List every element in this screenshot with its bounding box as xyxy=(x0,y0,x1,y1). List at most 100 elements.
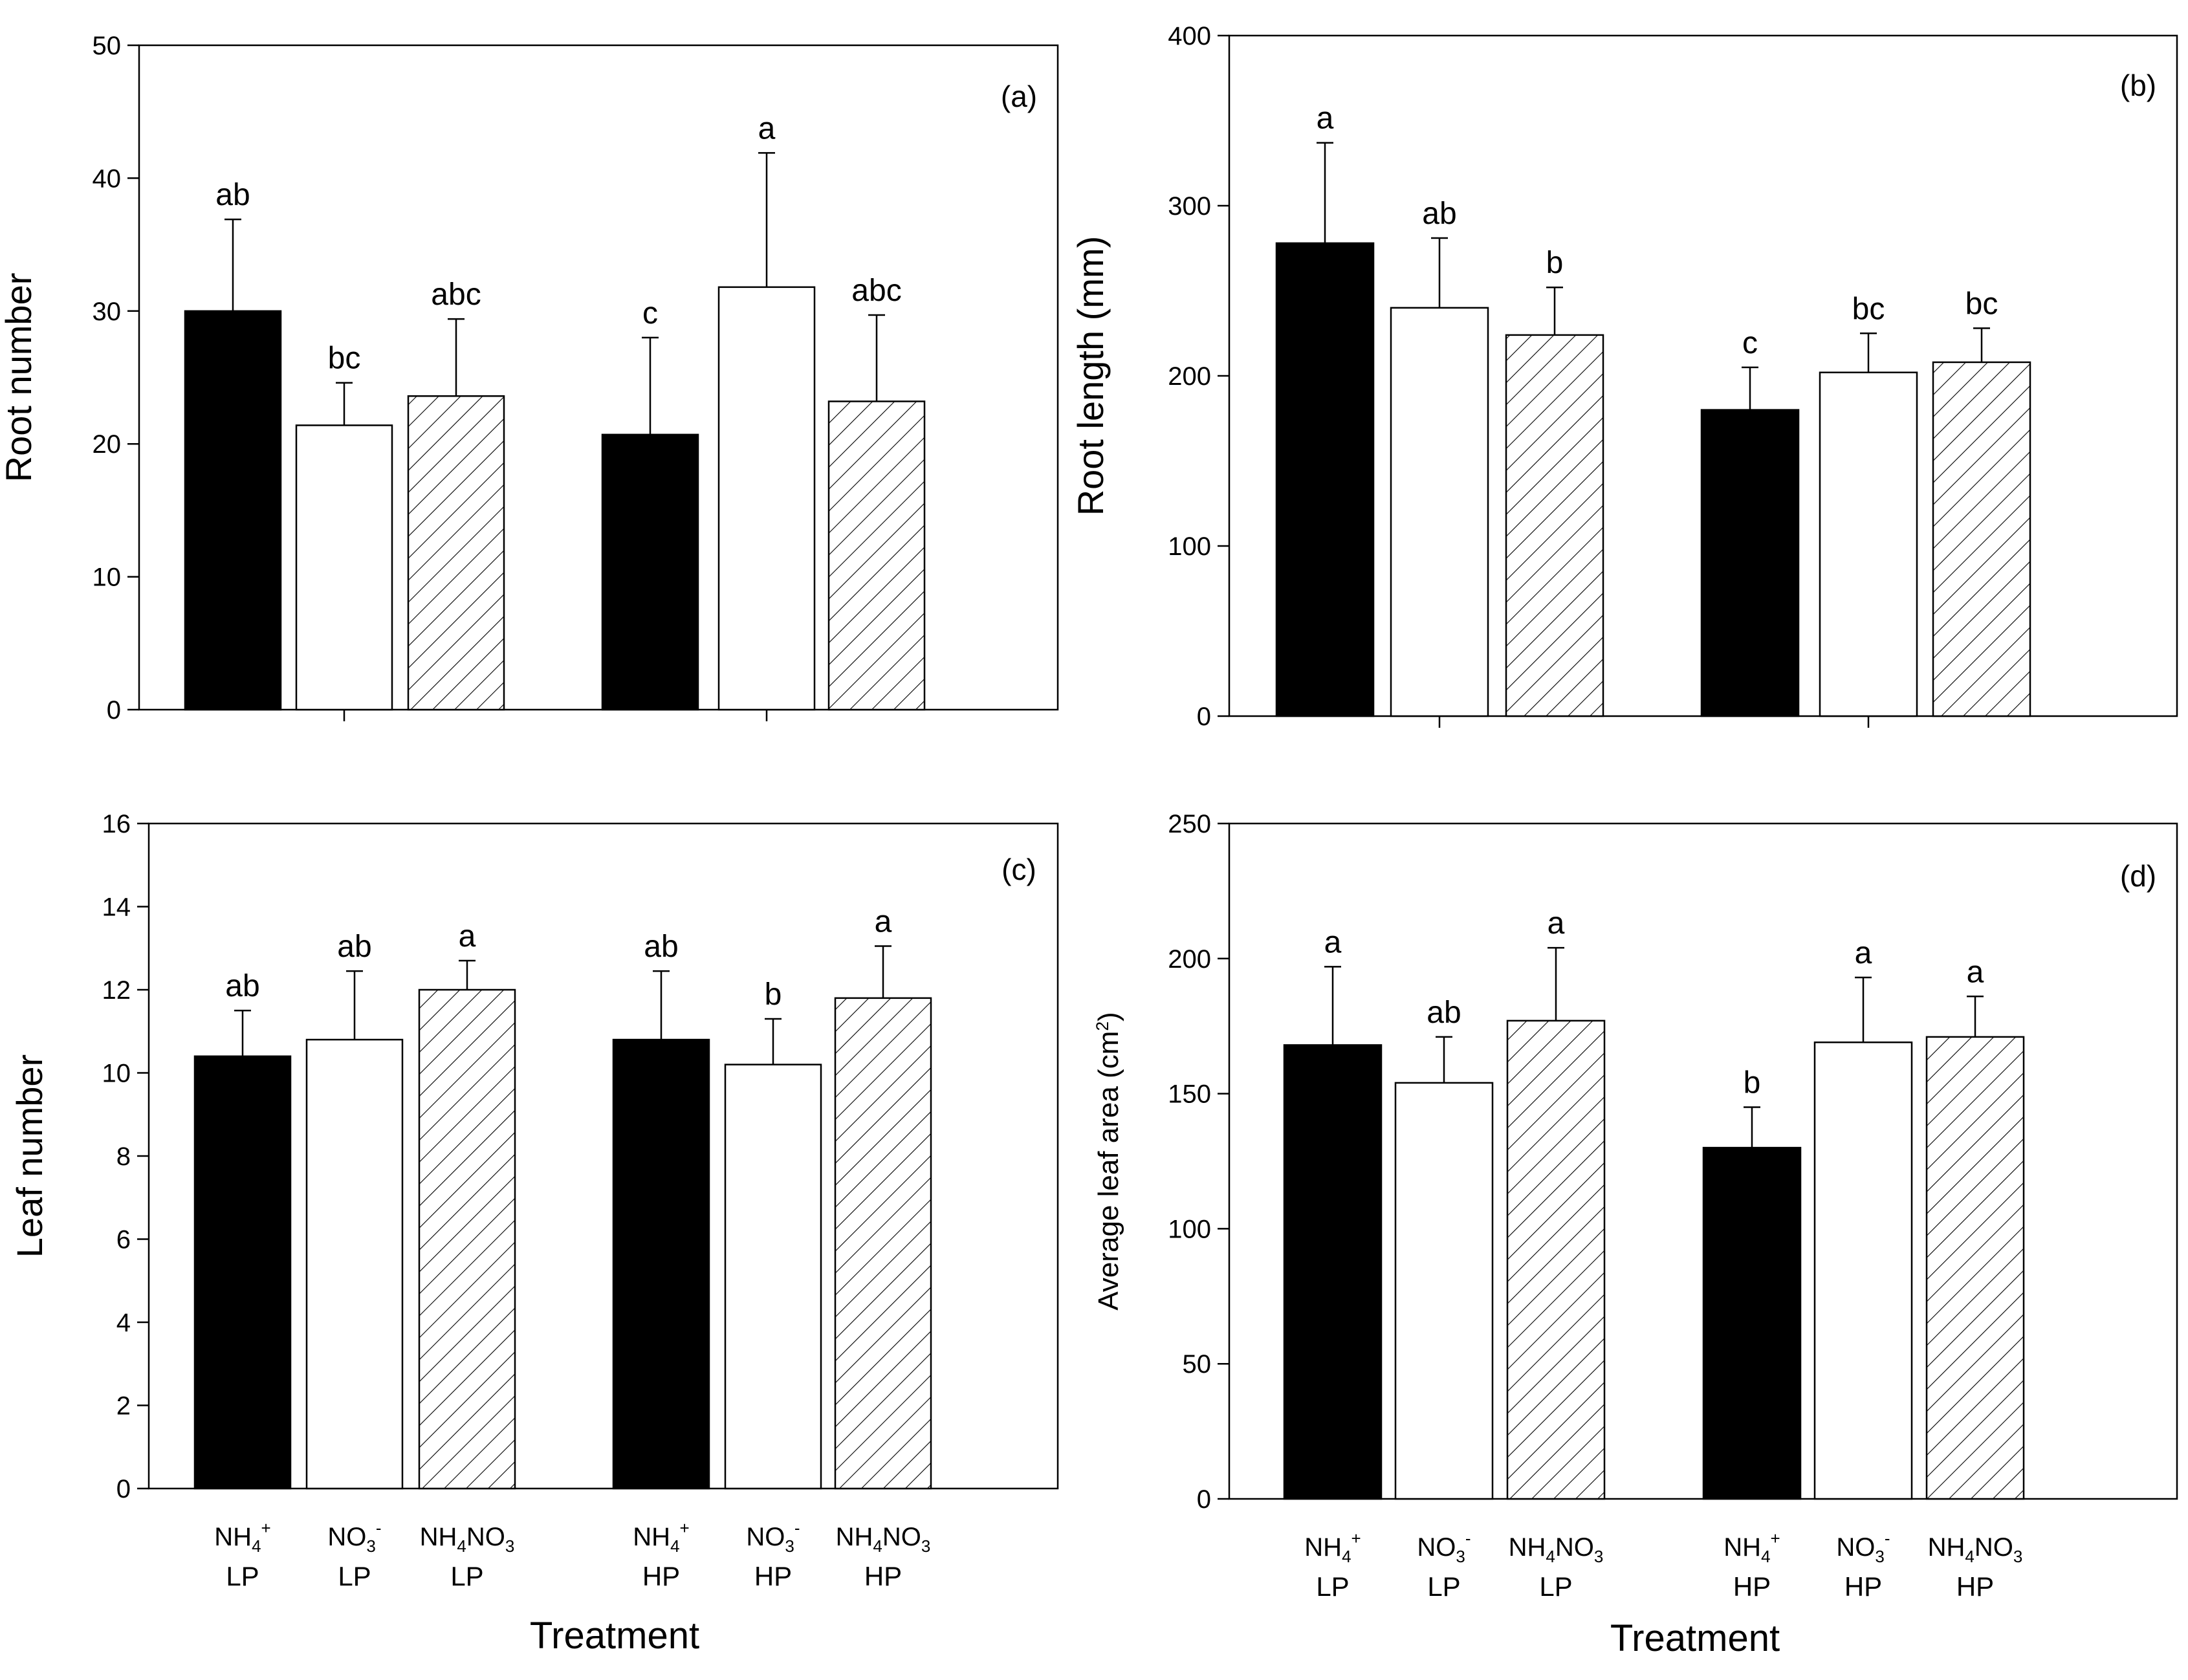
y-tick-label: 14 xyxy=(102,893,131,922)
y-axis-label: Root length (mm) xyxy=(1070,236,1111,516)
bar xyxy=(601,433,699,711)
bar xyxy=(717,286,816,711)
y-tick-label: 30 xyxy=(93,298,122,326)
y-tick-label: 40 xyxy=(93,164,122,193)
panel-tag: (c) xyxy=(1001,853,1036,886)
x-category-sublabel: HP xyxy=(1844,1571,1882,1602)
x-category-label: NH4+ xyxy=(214,1518,270,1556)
x-axis-label-right: Treatment xyxy=(1610,1617,1780,1659)
y-tick-label: 10 xyxy=(102,1060,131,1088)
bar xyxy=(1819,371,1918,717)
y-tick-label: 8 xyxy=(116,1142,131,1171)
significance-letter: b xyxy=(765,977,782,1012)
y-tick-label: 4 xyxy=(116,1309,131,1337)
x-category-label: NO3- xyxy=(1836,1529,1890,1566)
bar xyxy=(1505,334,1604,717)
bar xyxy=(1390,307,1489,717)
x-category-label: NH4+ xyxy=(633,1518,689,1556)
x-category-sublabel: LP xyxy=(1427,1571,1460,1602)
x-category-sublabel: LP xyxy=(226,1561,259,1591)
y-axis-label: Root number xyxy=(0,273,39,483)
panel-tag: (b) xyxy=(2120,69,2156,102)
significance-letter: a xyxy=(1324,925,1342,959)
y-tick-label: 100 xyxy=(1168,532,1211,561)
y-tick-label: 6 xyxy=(116,1226,131,1254)
x-category-sublabel: LP xyxy=(1316,1571,1349,1602)
panel-c: 0 2 4 6 8 10 12 14 16 Leaf number (c) ab ab a ab b a NH4+… xyxy=(9,810,1059,1591)
bar xyxy=(1275,242,1375,717)
y-tick-label: 10 xyxy=(93,563,122,592)
x-category-label: NO3- xyxy=(746,1518,800,1556)
y-tick-label: 12 xyxy=(102,976,131,1005)
significance-letter: c xyxy=(642,296,658,331)
x-category-label: NH4NO3 xyxy=(1509,1533,1604,1566)
y-tick-label: 400 xyxy=(1168,22,1211,50)
x-category-label: NH4+ xyxy=(1723,1529,1780,1566)
significance-letter: a xyxy=(875,905,892,939)
significance-letter: a xyxy=(1317,102,1334,136)
significance-letter: a xyxy=(1548,906,1565,941)
y-axis-label: Average leaf area (cm2) xyxy=(1093,1012,1124,1310)
significance-letter: a xyxy=(1855,936,1872,970)
y-axis-label: Leaf number xyxy=(9,1054,50,1258)
bar xyxy=(1700,409,1800,717)
y-tick-label: 0 xyxy=(1197,703,1211,731)
bar xyxy=(1702,1146,1802,1500)
y-tick-label: 20 xyxy=(93,430,122,459)
significance-letter: ab xyxy=(1427,996,1461,1030)
x-axis-label-left: Treatment xyxy=(530,1615,699,1657)
bar xyxy=(184,310,282,711)
panel-tag: (d) xyxy=(2120,859,2156,893)
bar xyxy=(834,997,932,1490)
significance-letter: bc xyxy=(1965,287,1998,321)
significance-letter: a xyxy=(459,919,476,954)
significance-letter: abc xyxy=(851,274,901,308)
y-tick-label: 200 xyxy=(1168,945,1211,974)
plot-frame xyxy=(138,44,1059,711)
x-category-sublabel: HP xyxy=(1733,1571,1771,1602)
panel-a: 0 10 20 30 40 50 Root number (a) ab bc abc c a abc xyxy=(0,32,1059,725)
y-tick-label: 0 xyxy=(107,696,121,725)
bar xyxy=(1932,361,2031,717)
bar xyxy=(1506,1020,1606,1500)
significance-letter: abc xyxy=(431,278,481,312)
bar xyxy=(295,424,393,711)
x-category-sublabel: LP xyxy=(1539,1571,1572,1602)
bar xyxy=(305,1038,404,1490)
bar xyxy=(1925,1036,2025,1500)
bar xyxy=(1283,1044,1383,1500)
panel-tag: (a) xyxy=(1001,80,1037,113)
bar xyxy=(1394,1082,1494,1500)
y-tick-label: 0 xyxy=(1197,1485,1211,1514)
x-category-sublabel: HP xyxy=(754,1561,792,1591)
x-category-sublabel: HP xyxy=(864,1561,902,1591)
x-category-label: NH4NO3 xyxy=(1928,1533,2023,1566)
significance-letter: c xyxy=(1742,326,1758,360)
significance-letter: ab xyxy=(337,930,371,964)
x-category-sublabel: LP xyxy=(450,1561,483,1591)
x-category-label: NO3- xyxy=(1417,1529,1471,1566)
x-category-sublabel: LP xyxy=(338,1561,371,1591)
y-tick-label: 50 xyxy=(93,32,122,60)
x-category-sublabel: HP xyxy=(1956,1571,1994,1602)
y-tick-label: 16 xyxy=(102,810,131,838)
significance-letter: b xyxy=(1546,246,1564,280)
x-category-label: NO3- xyxy=(327,1518,381,1556)
significance-letter: a xyxy=(1967,955,1984,989)
panel-d: 0 50 100 150 200 250 Average leaf area (cm2) (d… xyxy=(1093,810,2178,1602)
y-tick-label: 250 xyxy=(1168,810,1211,838)
bar xyxy=(407,395,505,711)
significance-letter: ab xyxy=(644,930,678,964)
x-category-label: NH4NO3 xyxy=(836,1523,931,1556)
significance-letter: ab xyxy=(225,969,259,1003)
y-tick-label: 2 xyxy=(116,1392,131,1421)
x-category-sublabel: HP xyxy=(642,1561,680,1591)
x-category-label: NH4NO3 xyxy=(420,1523,515,1556)
bar xyxy=(418,988,516,1490)
y-tick-label: 150 xyxy=(1168,1080,1211,1109)
bar xyxy=(827,400,926,711)
significance-letter: bc xyxy=(1852,292,1885,326)
